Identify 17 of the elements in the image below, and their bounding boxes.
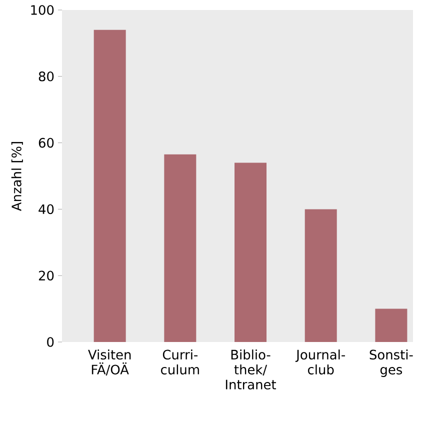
bar <box>375 308 408 342</box>
bar <box>94 30 126 342</box>
x-tick-label: Visiten FÄ/OÄ <box>88 350 131 376</box>
bar <box>164 154 196 342</box>
y-tick-label: 100 <box>31 5 54 15</box>
bar <box>234 162 267 342</box>
x-tick-label: Curri- culum <box>161 350 199 374</box>
x-tick-label: Journal- club <box>295 350 345 374</box>
bar <box>304 209 337 342</box>
y-tick-label: 60 <box>38 138 54 148</box>
y-axis-title: Anzahl [%] <box>11 142 23 211</box>
y-tick-label: 20 <box>38 270 54 280</box>
x-tick-label: Sonsti- ges <box>370 350 413 377</box>
y-tick-label: 40 <box>38 204 54 214</box>
x-tick-label: Biblio- thek/ Intranet <box>226 350 276 390</box>
y-tick-label: 0 <box>47 337 54 347</box>
y-tick-label: 80 <box>38 72 54 82</box>
